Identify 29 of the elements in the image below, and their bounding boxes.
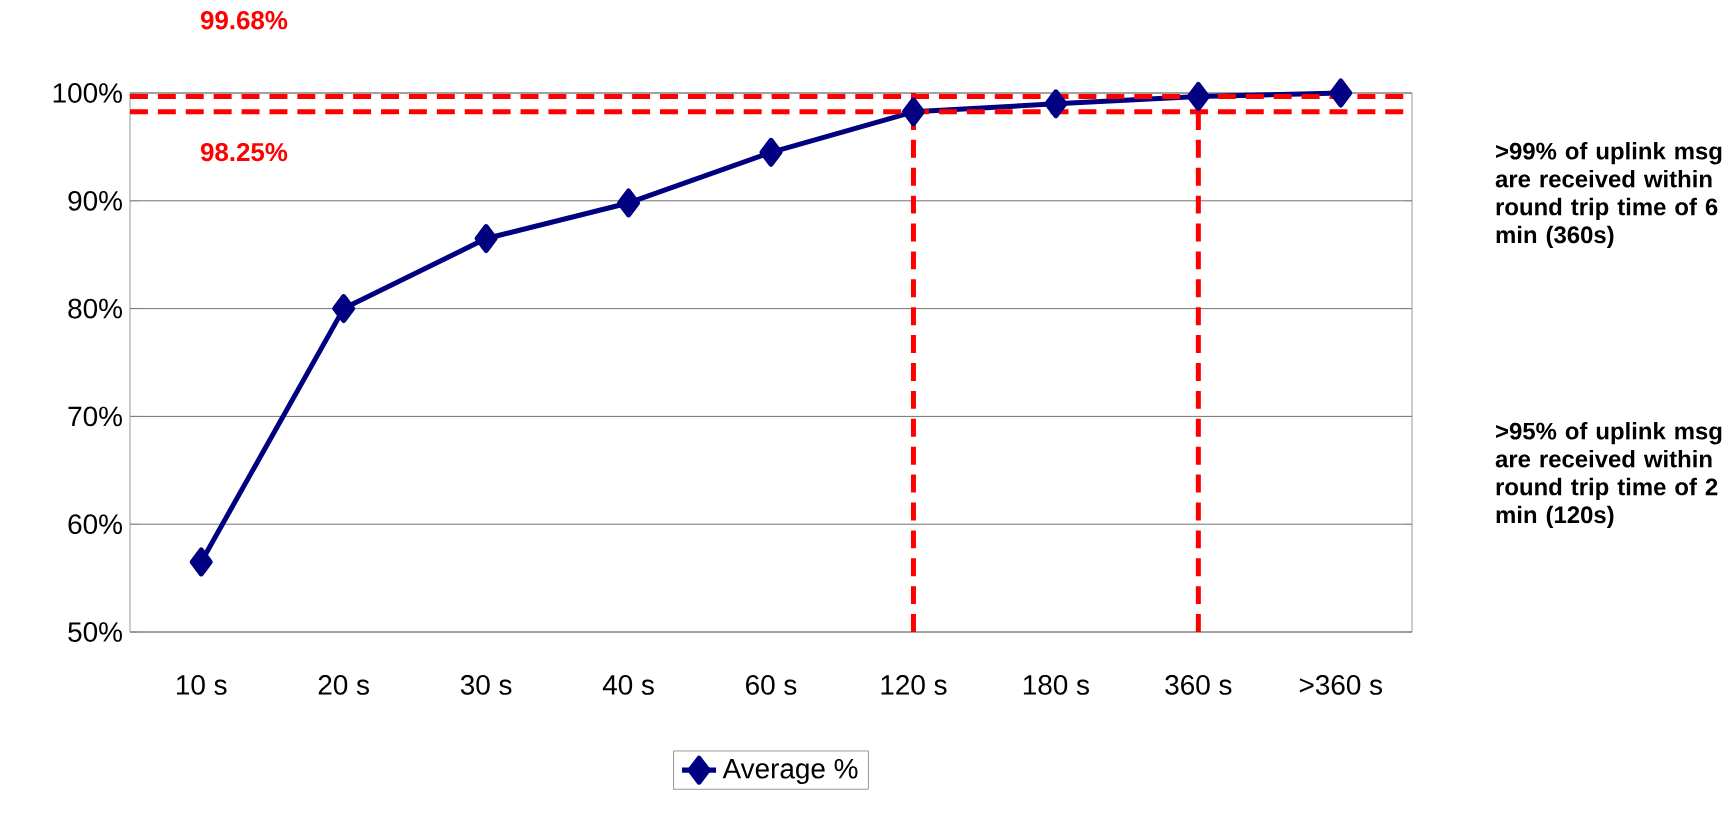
y-tick-label: 70% [68, 406, 122, 427]
x-tick-label: 20 s [318, 675, 369, 695]
point [617, 188, 641, 218]
x-tick-label: 10 s [176, 675, 227, 695]
x-tick-label: 40 s [602, 675, 654, 695]
x-tick-label: 30 s [460, 675, 512, 695]
text: >95% of uplink msg are received within round trip time of 2 min (120s) [1495, 422, 1722, 529]
point [759, 137, 783, 167]
x-tick-label: 360 s [1165, 675, 1232, 695]
y-tick-label: 50% [68, 622, 122, 642]
ref-line-label: 98.25% [200, 142, 288, 162]
y-tick-label: 100% [53, 83, 122, 103]
x-tick-label: 180 s [1023, 675, 1089, 695]
point [189, 547, 213, 577]
y-tick-label: 60% [68, 514, 122, 535]
point [1329, 78, 1353, 108]
point [332, 294, 356, 324]
point [1044, 89, 1068, 119]
y-tick-label: 90% [68, 190, 122, 211]
legend-label: Average % [722, 758, 858, 785]
x-tick-label: 60 s [746, 675, 797, 695]
ref-line-label: 99.68% [200, 11, 288, 30]
x-tick-label: 120 s [881, 675, 947, 695]
point [1186, 81, 1210, 111]
point [474, 224, 498, 254]
x-tick-label: >360 s [1299, 675, 1383, 695]
text: >99% of uplink msg are received within round trip time of 6 min (360s) [1495, 142, 1722, 249]
y-tick-label: 80% [68, 298, 122, 319]
point [901, 97, 925, 127]
